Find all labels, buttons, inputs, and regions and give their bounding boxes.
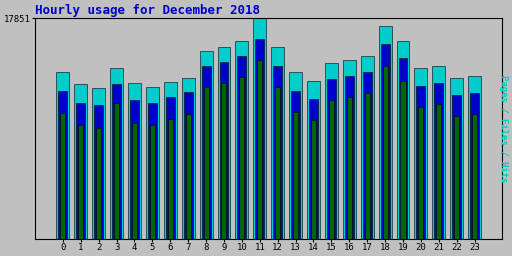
Bar xyxy=(327,79,336,239)
Bar xyxy=(204,87,208,239)
Bar xyxy=(130,100,139,239)
Bar xyxy=(238,56,246,239)
Bar xyxy=(432,66,445,239)
Bar xyxy=(184,92,193,239)
Bar xyxy=(362,72,372,239)
Text: Hourly usage for December 2018: Hourly usage for December 2018 xyxy=(35,4,260,17)
Bar xyxy=(271,47,284,239)
Bar xyxy=(96,127,101,239)
Bar xyxy=(222,83,226,239)
Bar xyxy=(78,125,83,239)
Bar xyxy=(470,93,479,239)
Bar xyxy=(414,68,428,239)
Bar xyxy=(255,39,264,239)
Bar xyxy=(325,63,338,239)
Bar xyxy=(253,18,266,239)
Bar xyxy=(164,82,177,239)
Bar xyxy=(434,83,443,239)
Bar xyxy=(58,91,68,239)
Bar xyxy=(472,114,477,239)
Bar xyxy=(361,56,374,239)
Bar xyxy=(307,81,320,239)
Bar xyxy=(468,76,481,239)
Bar xyxy=(236,41,248,239)
Bar xyxy=(345,76,354,239)
Bar xyxy=(365,93,370,239)
Bar xyxy=(240,77,244,239)
Y-axis label: Pages / Files / Hits: Pages / Files / Hits xyxy=(499,75,508,182)
Bar xyxy=(76,103,86,239)
Bar xyxy=(148,103,157,239)
Bar xyxy=(291,91,300,239)
Bar xyxy=(200,51,212,239)
Bar xyxy=(398,58,408,239)
Bar xyxy=(273,66,282,239)
Bar xyxy=(202,66,210,239)
Bar xyxy=(450,78,463,239)
Bar xyxy=(380,44,390,239)
Bar xyxy=(329,100,334,239)
Bar xyxy=(150,125,155,239)
Bar xyxy=(275,87,280,239)
Bar xyxy=(182,78,195,239)
Bar xyxy=(289,72,302,239)
Bar xyxy=(132,123,137,239)
Bar xyxy=(92,88,105,239)
Bar xyxy=(218,47,230,239)
Bar xyxy=(416,86,425,239)
Bar xyxy=(454,116,459,239)
Bar xyxy=(258,60,262,239)
Bar xyxy=(400,81,406,239)
Bar xyxy=(382,66,388,239)
Bar xyxy=(168,119,173,239)
Bar xyxy=(110,68,123,239)
Bar xyxy=(311,120,316,239)
Bar xyxy=(112,84,121,239)
Bar xyxy=(347,97,352,239)
Bar xyxy=(56,72,69,239)
Bar xyxy=(128,83,141,239)
Bar xyxy=(293,112,298,239)
Bar xyxy=(220,62,228,239)
Bar xyxy=(309,99,318,239)
Bar xyxy=(114,103,119,239)
Bar xyxy=(343,60,356,239)
Bar xyxy=(436,104,441,239)
Bar xyxy=(60,113,66,239)
Bar xyxy=(418,106,423,239)
Bar xyxy=(166,97,175,239)
Bar xyxy=(186,114,190,239)
Bar xyxy=(74,84,87,239)
Bar xyxy=(397,41,410,239)
Bar xyxy=(379,26,392,239)
Bar xyxy=(146,87,159,239)
Bar xyxy=(94,105,103,239)
Bar xyxy=(452,95,461,239)
